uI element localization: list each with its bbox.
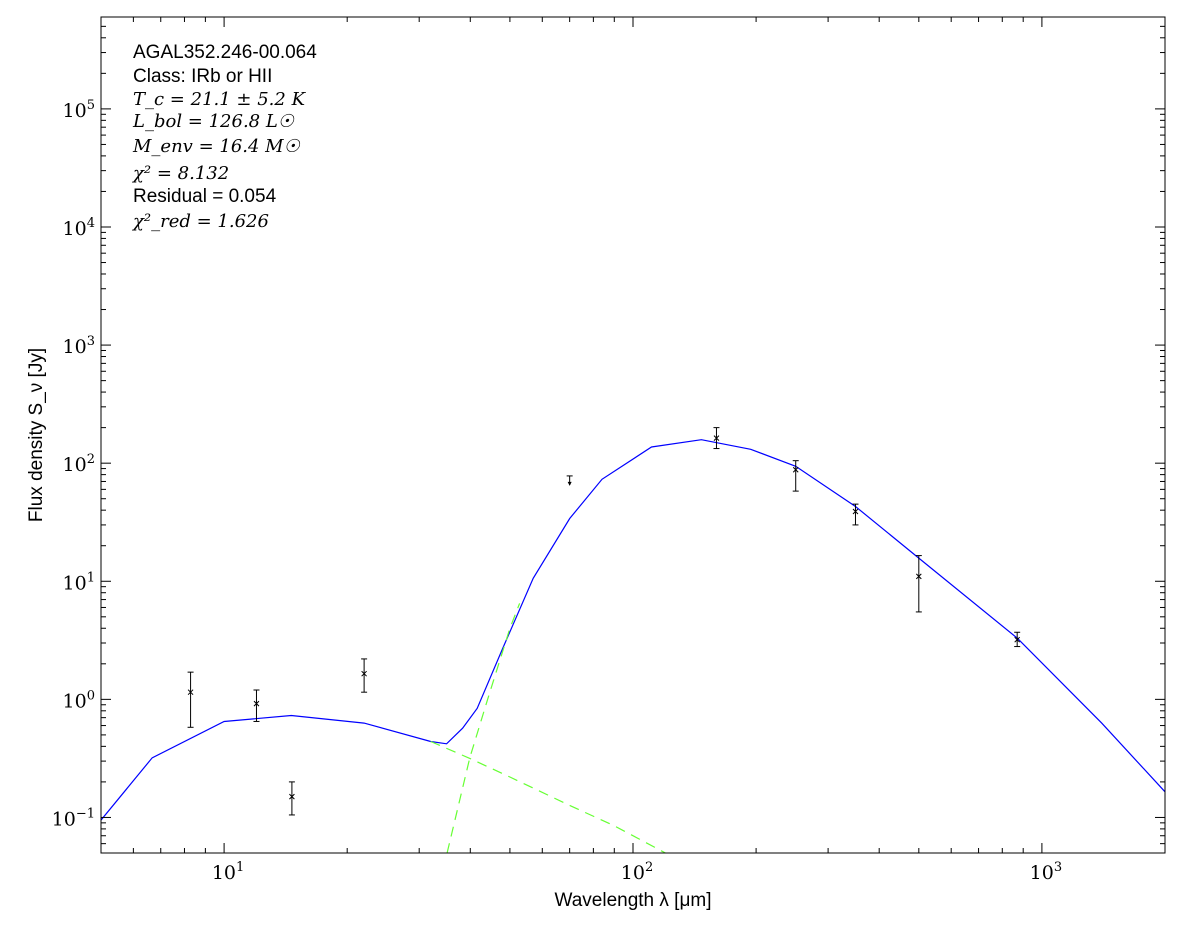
svg-text:Flux density S_ν [Jy]: Flux density S_ν [Jy]	[26, 348, 47, 522]
annotation-line: χ²_red = 1.626	[131, 211, 269, 232]
y-tick-label: 101	[63, 570, 95, 594]
y-axis-label: Flux density S_ν [Jy]	[26, 348, 47, 522]
annotation-line: L_bol = 126.8 L☉	[132, 111, 295, 132]
annotation-line: Class: IRb or HII	[133, 66, 272, 87]
data-point	[288, 781, 295, 816]
x-marker	[361, 670, 367, 677]
annotation-line: Residual = 0.054	[133, 186, 277, 207]
data-point	[792, 460, 799, 492]
x-marker	[915, 573, 922, 580]
model-curves	[101, 439, 1165, 853]
x-marker	[852, 508, 859, 515]
y-tick-label: 10−1	[52, 806, 95, 830]
data-point	[253, 689, 260, 722]
y-tick-label: 104	[63, 216, 95, 240]
total-model-curve	[101, 439, 1165, 821]
annotation-line: AGAL352.246-00.064	[133, 42, 317, 63]
tick-labels: 101 102 103 10−1 100 101 102 103 104 105	[52, 98, 1063, 884]
x-tick-label: 101	[212, 860, 244, 884]
x-axis-label: Wavelength λ [μm]	[554, 890, 711, 911]
data-point	[1014, 631, 1021, 648]
component-curve-2	[446, 603, 521, 853]
data-point	[852, 503, 859, 526]
y-tick-label: 103	[63, 334, 95, 358]
y-tick-label: 102	[63, 452, 95, 476]
x-marker	[792, 466, 799, 473]
x-marker	[713, 435, 720, 441]
data-points	[187, 427, 1021, 816]
data-point	[361, 658, 368, 693]
x-marker	[253, 700, 260, 707]
data-point	[713, 427, 720, 450]
y-tick-label: 100	[63, 688, 95, 712]
annotation-line: T_c = 21.1 ± 5.2 K	[133, 89, 307, 110]
axis-ticks	[100, 16, 1166, 854]
x-marker	[1014, 636, 1021, 643]
x-tick-label: 102	[621, 860, 653, 884]
x-marker	[187, 689, 194, 696]
annotation-line: χ² = 8.132	[131, 163, 229, 184]
x-tick-label: 103	[1030, 860, 1062, 884]
annotation-line: M_env = 16.4 M☉	[132, 136, 301, 157]
y-tick-label: 105	[63, 98, 95, 122]
upper-limit	[566, 475, 573, 486]
component-curve-1	[430, 740, 666, 853]
arrow-head	[567, 481, 572, 486]
x-marker	[289, 793, 295, 800]
data-point	[187, 671, 194, 728]
data-point	[915, 555, 922, 613]
